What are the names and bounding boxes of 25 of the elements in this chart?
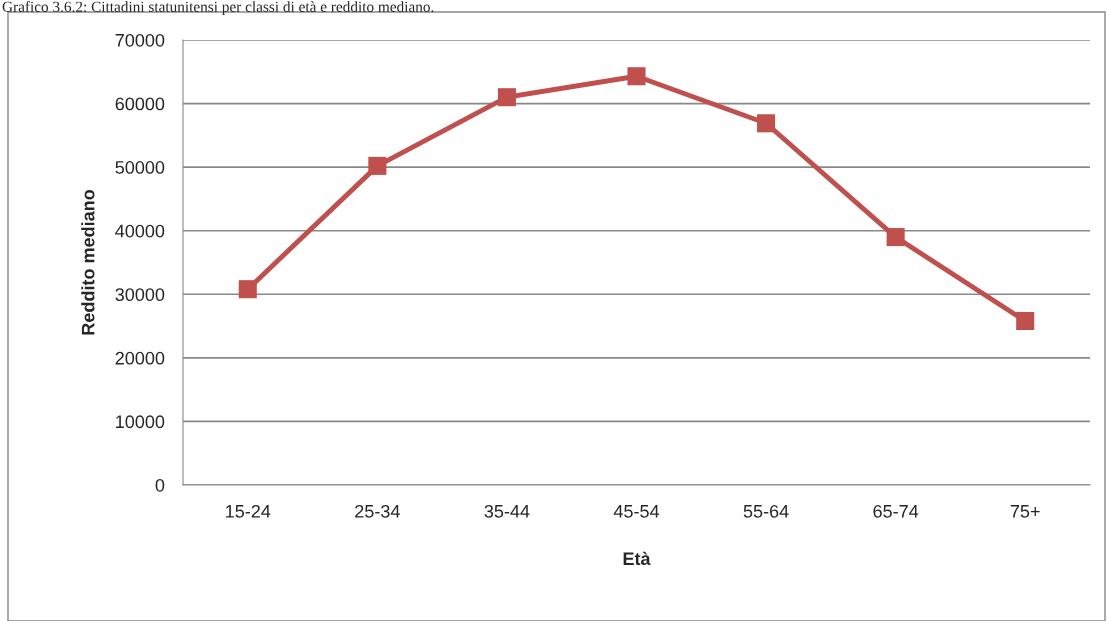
x-tick-label: 75+ bbox=[1010, 505, 1040, 518]
x-tick-label: 45-54 bbox=[613, 505, 660, 518]
x-tick-label: 65-74 bbox=[873, 504, 919, 518]
point bbox=[1016, 311, 1035, 331]
point bbox=[627, 67, 646, 86]
point bbox=[497, 88, 516, 107]
y-axis-title: Reddito mediano bbox=[81, 189, 95, 335]
y-tick-label: 30000 bbox=[115, 288, 165, 302]
point bbox=[757, 114, 776, 133]
y-tick-label: 50000 bbox=[115, 161, 165, 174]
x-tick-label: 25-34 bbox=[355, 504, 400, 518]
chart-title: Grafico 3.6.2: Cittadini statunitensi per classi di età e reddito mediano. bbox=[2, 1, 434, 16]
y-tick-label: 70000 bbox=[115, 33, 165, 47]
point bbox=[368, 156, 387, 175]
y-tick-label: 20000 bbox=[115, 351, 165, 365]
y-tick-label: 0 bbox=[155, 478, 165, 492]
x-tick-label: 55-64 bbox=[743, 504, 789, 518]
point bbox=[238, 280, 257, 299]
point bbox=[886, 228, 905, 247]
x-tick-label: 15-24 bbox=[226, 504, 271, 518]
y-tick-label: 10000 bbox=[116, 415, 165, 429]
x-tick-label: 35-44 bbox=[484, 504, 530, 518]
y-tick-label: 40000 bbox=[115, 224, 165, 238]
y-tick-label: 60000 bbox=[115, 97, 165, 111]
x-axis-title: Età bbox=[623, 551, 651, 566]
